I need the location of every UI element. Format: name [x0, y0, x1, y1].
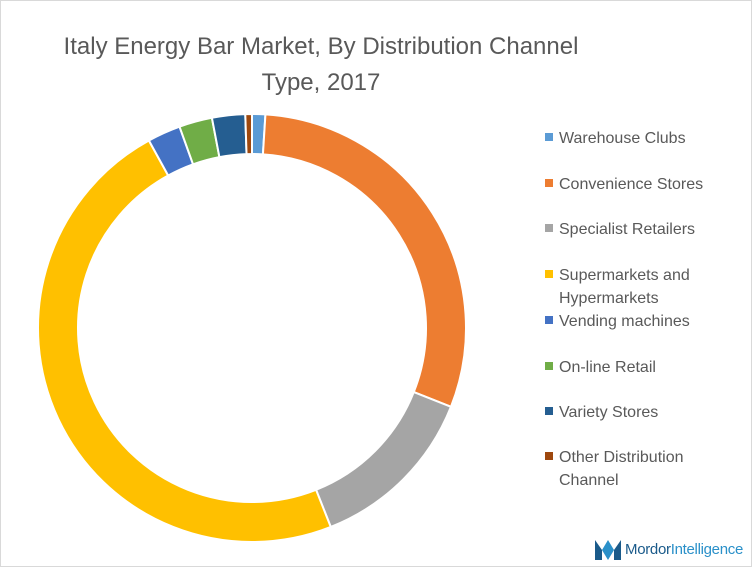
- legend-swatch: [545, 224, 553, 232]
- legend-item: Vending machines: [545, 310, 690, 333]
- legend-label-line: On-line Retail: [559, 359, 656, 376]
- logo-brand-light: Intelligence: [670, 540, 744, 558]
- legend-item: Specialist Retailers: [545, 218, 695, 241]
- legend-item: Warehouse Clubs: [545, 127, 686, 150]
- legend-item: On-line Retail: [545, 356, 656, 379]
- legend-label: Warehouse Clubs: [559, 127, 686, 150]
- donut-slice-3: [37, 139, 333, 543]
- legend-swatch: [545, 133, 553, 141]
- legend-label-line: Vending machines: [559, 313, 690, 330]
- legend-item: Variety Stores: [545, 401, 658, 424]
- legend-item: Convenience Stores: [545, 173, 703, 196]
- logo-text: MordorIntelligence: [625, 541, 743, 558]
- legend-swatch: [545, 270, 553, 278]
- legend-swatch: [545, 179, 553, 187]
- donut-slice-1: [261, 113, 467, 409]
- legend-label: Supermarkets and Hypermarkets: [559, 264, 690, 310]
- legend-swatch: [545, 452, 553, 460]
- legend-item: Supermarkets and Hypermarkets: [545, 264, 690, 310]
- logo-brand: Mordor: [625, 540, 671, 558]
- mordor-intelligence-logo: MordorIntelligence: [595, 538, 743, 560]
- legend-label: On-line Retail: [559, 356, 656, 379]
- legend-label: Specialist Retailers: [559, 218, 695, 241]
- legend-label-line: Specialist Retailers: [559, 221, 696, 238]
- legend-label: Variety Stores: [559, 401, 658, 424]
- legend-label: Other Distribution Channel: [559, 446, 684, 492]
- legend-label-line: Supermarkets and: [559, 267, 690, 284]
- legend-label: Vending machines: [559, 310, 690, 333]
- legend-swatch: [545, 407, 553, 415]
- mordor-logo-icon: [595, 540, 621, 560]
- chart-title: Italy Energy Bar Market, By Distribution…: [63, 33, 579, 96]
- legend-swatch: [545, 316, 553, 324]
- donut-slice-2: [314, 390, 453, 529]
- legend-label-line: Channel: [559, 472, 619, 489]
- legend-label-line: Hypermarkets: [559, 290, 659, 307]
- legend-label: Convenience Stores: [559, 173, 703, 196]
- legend-label-line: Other Distribution: [559, 449, 684, 466]
- legend-label-line: Warehouse Clubs: [559, 130, 686, 147]
- legend-item: Other Distribution Channel: [545, 446, 684, 492]
- legend-label-line: Convenience Stores: [559, 176, 704, 193]
- donut-slice-7: [244, 112, 253, 156]
- legend-label-line: Variety Stores: [559, 404, 659, 421]
- legend-swatch: [545, 362, 553, 370]
